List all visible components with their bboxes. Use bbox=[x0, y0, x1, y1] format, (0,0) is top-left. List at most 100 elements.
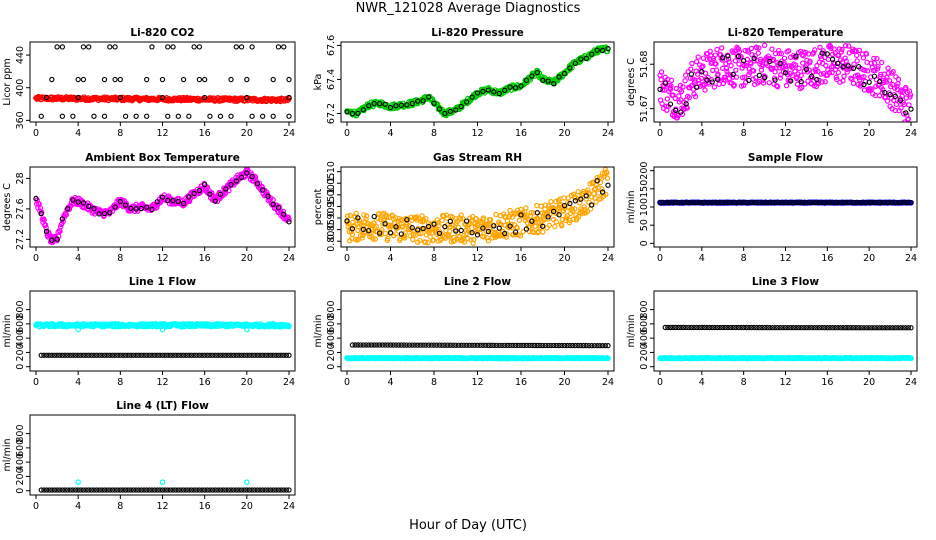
data-point bbox=[385, 235, 391, 242]
data-point bbox=[736, 61, 742, 67]
data-point bbox=[270, 113, 276, 119]
data-point bbox=[64, 487, 71, 493]
data-point bbox=[869, 325, 875, 331]
data-point bbox=[244, 487, 250, 493]
data-point bbox=[565, 195, 572, 201]
data-point bbox=[667, 86, 674, 92]
data-point bbox=[252, 487, 258, 493]
data-point bbox=[59, 113, 66, 119]
data-point bbox=[463, 342, 470, 348]
data-point bbox=[691, 200, 697, 206]
data-point bbox=[80, 200, 87, 206]
data-point bbox=[657, 86, 663, 93]
data-point bbox=[175, 487, 181, 493]
data-point bbox=[204, 487, 210, 493]
data-point bbox=[866, 200, 872, 206]
data-point bbox=[228, 352, 234, 358]
data-point bbox=[406, 342, 413, 348]
data-point bbox=[398, 231, 405, 237]
data-point bbox=[393, 231, 399, 237]
data-point bbox=[715, 200, 721, 206]
data-point bbox=[170, 487, 176, 493]
data-point bbox=[550, 81, 557, 87]
data-point bbox=[170, 352, 176, 358]
data-point bbox=[401, 342, 407, 348]
data-point bbox=[67, 487, 73, 493]
data-point bbox=[772, 324, 778, 331]
data-point bbox=[270, 487, 276, 493]
data-point bbox=[485, 238, 492, 244]
data-point bbox=[162, 487, 168, 493]
x-tick-label: 12 bbox=[156, 253, 168, 264]
x-tick-label: 0 bbox=[344, 253, 350, 264]
data-point bbox=[589, 202, 595, 208]
x-tick-label: 0 bbox=[33, 253, 39, 264]
data-point bbox=[605, 355, 611, 362]
data-point bbox=[806, 324, 812, 331]
data-point bbox=[778, 72, 784, 78]
data-point bbox=[869, 64, 876, 71]
data-point bbox=[344, 213, 351, 219]
data-point bbox=[517, 233, 524, 239]
x-tick-label: 0 bbox=[657, 377, 663, 388]
y-tick-label: 800 bbox=[15, 425, 26, 443]
x-tick-label: 8 bbox=[741, 253, 747, 264]
data-point bbox=[49, 237, 55, 243]
data-point bbox=[748, 324, 755, 331]
y-tick-label: 600 bbox=[15, 315, 26, 333]
data-point bbox=[796, 65, 802, 72]
data-point bbox=[850, 325, 857, 331]
data-point bbox=[453, 342, 459, 348]
data-point bbox=[83, 352, 89, 358]
data-point bbox=[827, 200, 833, 206]
plot-frame bbox=[340, 41, 615, 123]
data-point bbox=[822, 200, 828, 206]
data-layer bbox=[38, 479, 292, 493]
data-point bbox=[540, 223, 546, 229]
data-point bbox=[262, 352, 268, 358]
y-axis-label: Licor ppm bbox=[2, 58, 13, 105]
data-point bbox=[738, 53, 744, 60]
data-point bbox=[244, 94, 250, 101]
data-point bbox=[580, 188, 587, 195]
data-point bbox=[667, 324, 674, 331]
data-point bbox=[675, 200, 681, 206]
data-point bbox=[133, 352, 139, 358]
data-point bbox=[714, 76, 721, 83]
data-point bbox=[792, 62, 799, 68]
data-point bbox=[151, 352, 158, 358]
data-point bbox=[112, 44, 118, 50]
data-layer bbox=[657, 324, 914, 362]
x-tick-label: 12 bbox=[156, 501, 168, 512]
data-point bbox=[898, 200, 904, 206]
data-point bbox=[683, 200, 689, 206]
data-point bbox=[764, 200, 770, 206]
data-point bbox=[180, 487, 187, 493]
data-point bbox=[720, 200, 726, 206]
data-point bbox=[733, 74, 740, 80]
data-point bbox=[534, 202, 540, 209]
data-point bbox=[705, 74, 711, 81]
data-point bbox=[469, 94, 475, 100]
data-point bbox=[856, 325, 862, 331]
data-point bbox=[764, 324, 770, 331]
data-point bbox=[806, 67, 812, 73]
data-point bbox=[455, 224, 462, 231]
data-point bbox=[470, 236, 477, 243]
data-point bbox=[275, 487, 282, 493]
data-point bbox=[75, 199, 81, 205]
data-point bbox=[842, 325, 849, 331]
data-point bbox=[769, 46, 775, 52]
series-box-temp bbox=[33, 167, 292, 246]
data-point bbox=[559, 223, 565, 229]
data-point bbox=[756, 200, 762, 206]
data-point bbox=[374, 342, 380, 348]
data-point bbox=[693, 58, 700, 65]
data-point bbox=[350, 219, 356, 226]
data-point bbox=[275, 205, 282, 211]
data-point bbox=[38, 352, 44, 358]
data-point bbox=[257, 352, 263, 358]
data-point bbox=[286, 487, 292, 493]
data-point bbox=[683, 324, 689, 331]
